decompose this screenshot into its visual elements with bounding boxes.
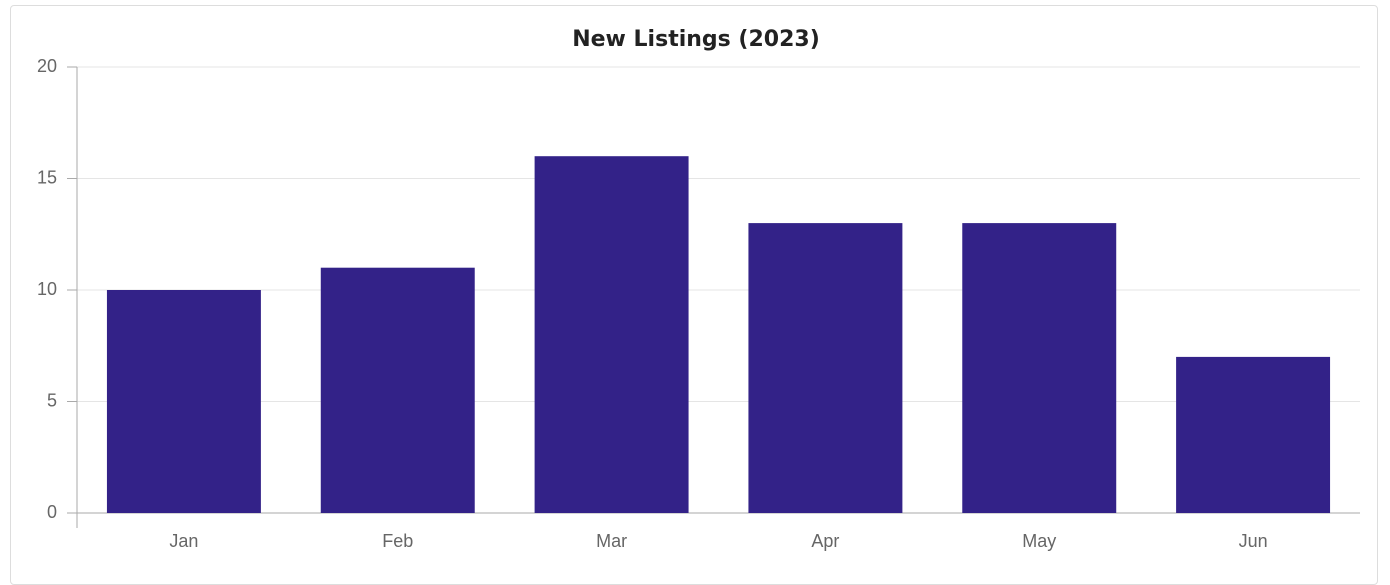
y-tick-label: 10 (37, 279, 57, 299)
bar (534, 156, 689, 513)
y-tick-label: 15 (37, 167, 57, 187)
x-tick-label: Mar (596, 531, 627, 551)
x-tick-label: Apr (811, 531, 839, 551)
y-tick-label: 5 (47, 390, 57, 410)
bar (962, 223, 1117, 513)
bar (106, 290, 261, 513)
bar (320, 267, 475, 513)
bar (748, 223, 903, 513)
y-tick-label: 0 (47, 502, 57, 522)
y-tick-label: 20 (37, 56, 57, 76)
chart-title: New Listings (2023) (572, 27, 820, 52)
x-tick-label: Jan (169, 531, 198, 551)
x-tick-label: May (1022, 531, 1056, 551)
x-tick-label: Feb (382, 531, 413, 551)
bar (1176, 356, 1331, 513)
x-tick-label: Jun (1239, 531, 1268, 551)
